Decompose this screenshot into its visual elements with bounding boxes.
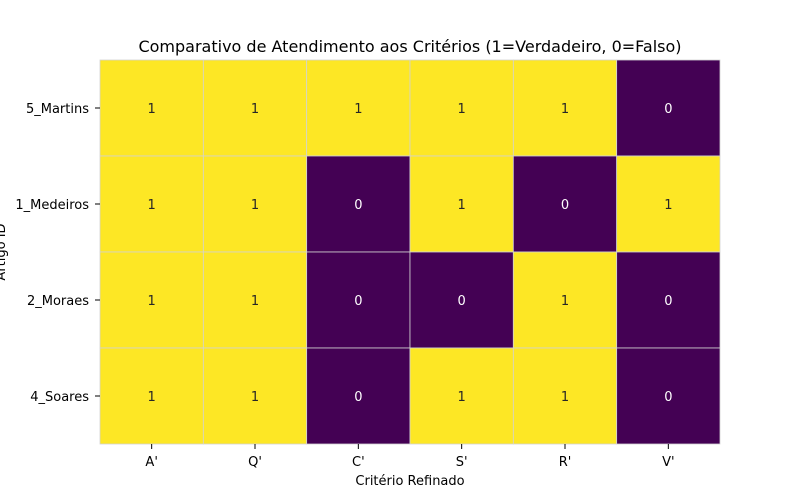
y-axis-label: Artigo ID: [0, 223, 9, 280]
heatmap-cell: [409, 251, 514, 349]
heatmap-cell: [99, 59, 204, 157]
heatmap-cell: [512, 347, 618, 445]
cell-value-label: 1: [458, 102, 466, 117]
heatmap-cell: [202, 59, 308, 157]
y-tick-label: 2_Moraes: [27, 294, 89, 309]
heatmap-cells: 1 1 1 1 1 0 1 1 0 1 0 1 1 1 0 0 1 0 1 1 0 1 1 0: [99, 59, 721, 445]
cell-value-label: 0: [458, 294, 466, 309]
x-tick-label: C': [352, 455, 365, 470]
x-tick-label: V': [662, 455, 674, 470]
heatmap-cell: [512, 251, 618, 349]
cell-value-label: 1: [458, 198, 466, 213]
cell-value-label: 0: [354, 198, 362, 213]
heatmap-cell: [616, 251, 721, 349]
cell-value-label: 1: [561, 390, 569, 405]
heatmap-cell: [306, 251, 411, 349]
cell-value-label: 0: [664, 102, 672, 117]
y-tick-label: 5_Martins: [26, 102, 89, 117]
cell-value-label: 1: [458, 390, 466, 405]
y-axis-ticks: 5_Martins 1_Medeiros 2_Moraes 4_Soares: [15, 102, 100, 405]
heatmap-cell: [616, 59, 721, 157]
x-axis-ticks: A' Q' C' S' R' V': [145, 444, 675, 470]
heatmap-cell: [99, 347, 204, 445]
cell-value-label: 1: [148, 198, 156, 213]
x-tick-label: R': [559, 455, 572, 470]
cell-value-label: 1: [148, 390, 156, 405]
y-tick-label: 4_Soares: [30, 390, 89, 405]
heatmap-cell: [202, 155, 308, 253]
cell-value-label: 1: [251, 198, 259, 213]
cell-value-label: 1: [354, 102, 362, 117]
heatmap-cell: [99, 251, 204, 349]
heatmap-cell: [616, 155, 721, 253]
cell-value-label: 0: [561, 198, 569, 213]
cell-value-label: 1: [251, 390, 259, 405]
heatmap-cell: [512, 59, 618, 157]
heatmap-cell: [409, 59, 514, 157]
x-tick-label: S': [456, 455, 468, 470]
cell-value-label: 1: [251, 294, 259, 309]
cell-value-label: 0: [354, 294, 362, 309]
heatmap-cell: [409, 347, 514, 445]
x-axis-label: Critério Refinado: [355, 474, 464, 489]
heatmap-cell: [202, 347, 308, 445]
chart-title: Comparativo de Atendimento aos Critérios…: [138, 37, 681, 56]
heatmap-cell: [616, 347, 721, 445]
heatmap-cell: [409, 155, 514, 253]
x-tick-label: A': [145, 455, 157, 470]
y-tick-label: 1_Medeiros: [15, 198, 89, 213]
cell-value-label: 0: [664, 294, 672, 309]
cell-value-label: 1: [148, 294, 156, 309]
cell-value-label: 1: [664, 198, 672, 213]
heatmap-cell: [306, 59, 411, 157]
heatmap-cell: [202, 251, 308, 349]
cell-value-label: 1: [561, 294, 569, 309]
heatmap-cell: [306, 347, 411, 445]
cell-value-label: 0: [664, 390, 672, 405]
cell-value-label: 1: [251, 102, 259, 117]
cell-value-label: 1: [561, 102, 569, 117]
cell-value-label: 0: [354, 390, 362, 405]
cell-value-label: 1: [148, 102, 156, 117]
x-tick-label: Q': [248, 455, 262, 470]
